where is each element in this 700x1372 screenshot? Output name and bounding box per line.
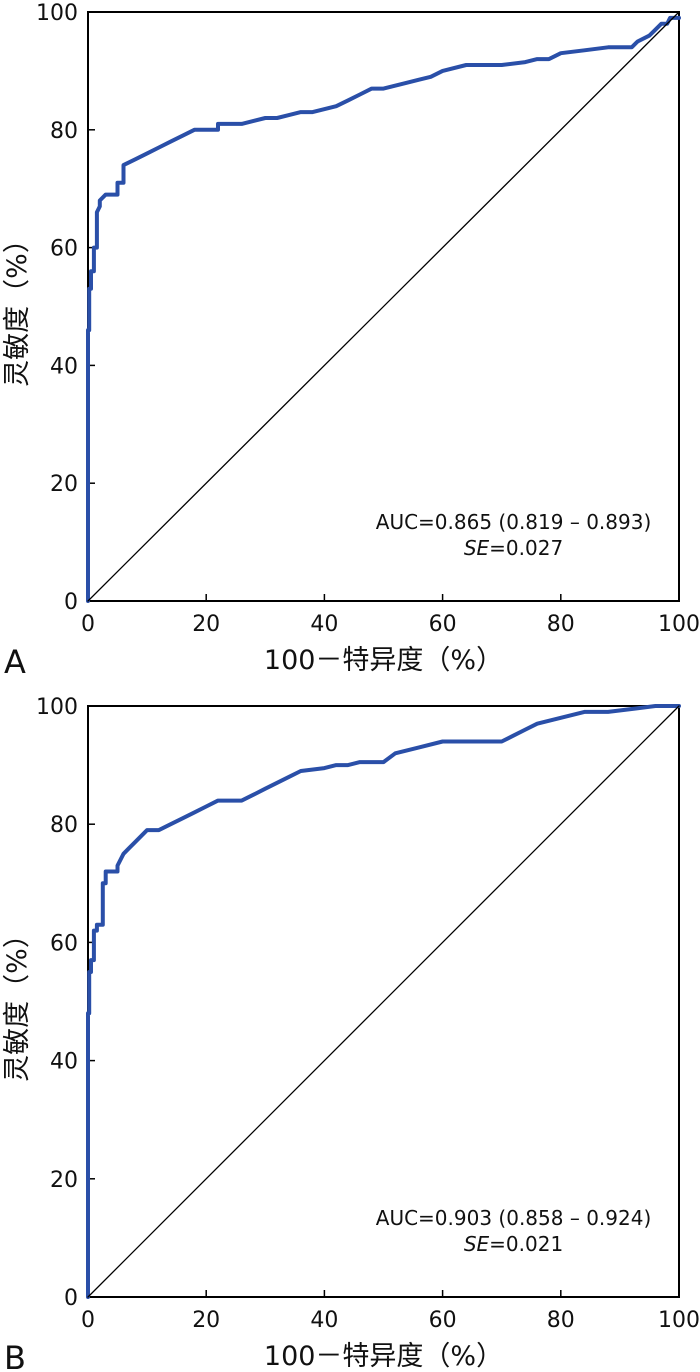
y-tick-label: 60 <box>50 931 78 956</box>
x-tick-label: 40 <box>310 612 338 637</box>
reference-diagonal-line <box>87 705 680 1298</box>
se-annotation: SE=0.027 <box>464 536 563 560</box>
y-tick-label: 0 <box>64 590 78 615</box>
y-axis-title: 灵敏度（%） <box>2 921 33 1082</box>
x-tick-label: 20 <box>192 1308 220 1333</box>
y-tick-label: 100 <box>36 1 78 26</box>
y-axis-title: 灵敏度（%） <box>2 226 33 387</box>
x-tick-label: 100 <box>658 1308 700 1333</box>
y-tick-label: 80 <box>50 813 78 838</box>
panel-label: B <box>4 1339 26 1372</box>
panel-a: 0 20 40 60 80 100 0 20 40 60 80 100 AUC=0.865 (0.819… <box>2 1 700 681</box>
y-tick-label: 40 <box>50 1050 78 1075</box>
panel-b: 0 20 40 60 80 100 0 20 40 60 80 100 AUC=0.903 (0.858… <box>2 695 700 1372</box>
se-value: =0.021 <box>489 1232 563 1256</box>
roc-curve-line <box>86 704 681 1299</box>
x-axis-title: 100－特异度（%） <box>264 645 503 676</box>
se-annotation: SE=0.021 <box>464 1232 563 1256</box>
reference-diagonal-line <box>87 11 680 602</box>
y-tick-label: 100 <box>36 695 78 720</box>
se-label: SE <box>464 1232 490 1256</box>
y-tick-label: 20 <box>50 472 78 497</box>
y-tick-label: 0 <box>64 1286 78 1311</box>
y-tick-label: 40 <box>50 354 78 379</box>
panel-label: A <box>4 643 26 681</box>
x-axis-title: 100－特异度（%） <box>264 1341 503 1372</box>
x-tick-label: 80 <box>547 612 575 637</box>
se-value: =0.027 <box>489 536 563 560</box>
y-tick-label: 60 <box>50 237 78 262</box>
x-tick-label: 100 <box>658 612 700 637</box>
x-tick-label: 60 <box>429 1308 457 1333</box>
x-tick-label: 60 <box>429 612 457 637</box>
x-tick-label: 80 <box>547 1308 575 1333</box>
x-tick-label: 0 <box>81 1308 95 1333</box>
auc-annotation: AUC=0.865 (0.819 – 0.893) <box>376 510 652 534</box>
x-tick-label: 40 <box>310 1308 338 1333</box>
y-tick-label: 80 <box>50 119 78 144</box>
se-label: SE <box>464 536 490 560</box>
y-tick-label: 20 <box>50 1168 78 1193</box>
roc-curve-line <box>86 15 681 603</box>
x-tick-label: 0 <box>81 612 95 637</box>
x-tick-label: 20 <box>192 612 220 637</box>
auc-annotation: AUC=0.903 (0.858 – 0.924) <box>376 1206 652 1230</box>
